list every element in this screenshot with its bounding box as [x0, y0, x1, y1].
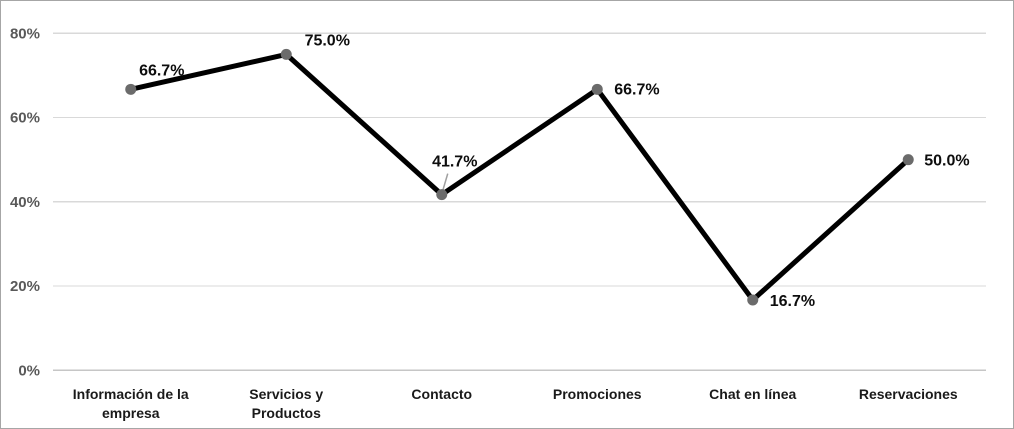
- data-label: 16.7%: [770, 293, 815, 310]
- data-point-marker: [125, 83, 137, 95]
- data-point-marker: [747, 294, 759, 306]
- data-label: 75.0%: [305, 32, 350, 49]
- series-line: [128, 51, 911, 303]
- y-tick-label: 60%: [10, 110, 40, 127]
- data-label: 41.7%: [432, 154, 477, 171]
- data-label-leader-line: [442, 173, 449, 191]
- y-tick-label: 40%: [10, 194, 40, 211]
- y-tick-label: 0%: [18, 362, 40, 379]
- data-label: 66.7%: [139, 62, 184, 79]
- category-label: Contacto: [411, 386, 472, 402]
- category-label: Servicios y Productos: [249, 386, 323, 421]
- category-label: Información de la empresa: [73, 386, 189, 421]
- data-label: 66.7%: [614, 81, 659, 98]
- category-label: Promociones: [553, 386, 642, 402]
- category-label: Chat en línea: [709, 386, 796, 402]
- y-tick-label: 80%: [10, 25, 40, 42]
- y-tick-label: 20%: [10, 278, 40, 295]
- category-label: Reservaciones: [859, 386, 958, 402]
- data-point-marker: [902, 154, 914, 166]
- data-label: 50.0%: [924, 153, 969, 170]
- data-point-marker: [280, 48, 292, 60]
- data-point-marker: [436, 189, 448, 201]
- data-point-marker: [591, 83, 603, 95]
